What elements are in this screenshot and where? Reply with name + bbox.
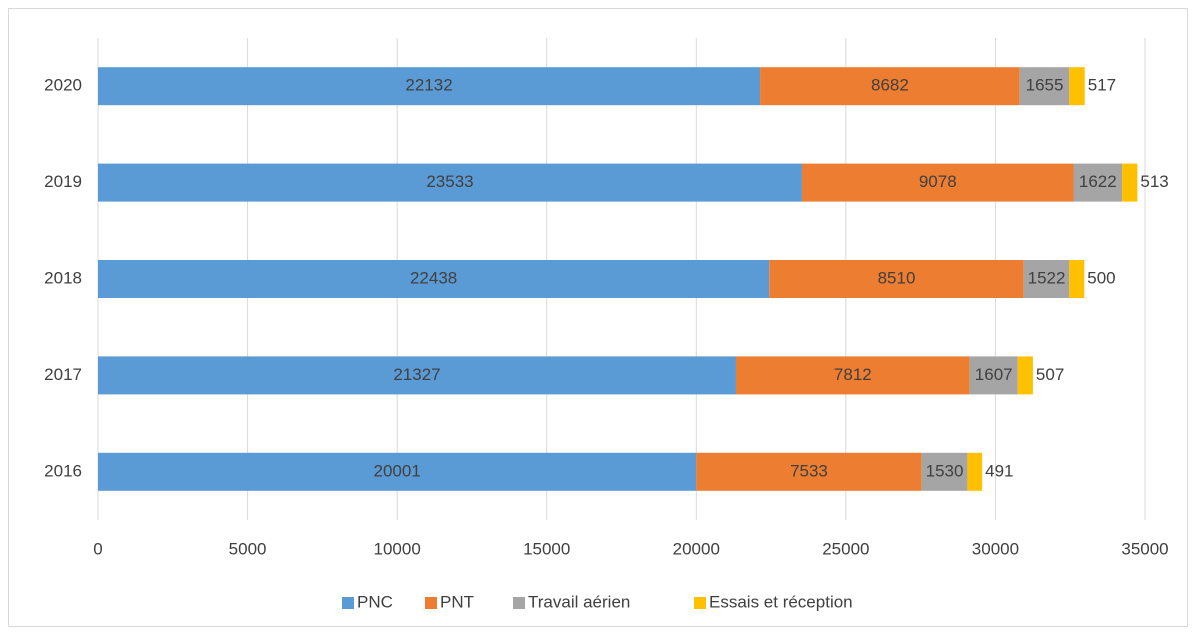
bar-segment <box>98 163 802 202</box>
data-label: 507 <box>1036 365 1064 384</box>
data-label: 1655 <box>1026 76 1064 95</box>
y-tick-label: 2018 <box>44 268 82 287</box>
legend-label: Essais et réception <box>709 592 853 611</box>
data-label: 1622 <box>1079 172 1117 191</box>
legend-swatch <box>342 597 354 609</box>
bar-segment <box>769 260 1024 298</box>
bar-segment <box>1023 260 1070 298</box>
bar-segment <box>98 356 736 395</box>
data-label: 22132 <box>405 76 452 95</box>
bar-segment <box>98 452 697 491</box>
legend-label: PNT <box>440 592 474 611</box>
data-label: 22438 <box>410 268 457 287</box>
data-label: 23533 <box>426 172 473 191</box>
y-tick-label: 2017 <box>44 365 82 384</box>
bar-segment <box>969 356 1018 395</box>
bar-segment <box>735 356 970 395</box>
bar-segment <box>967 452 983 491</box>
bar-segment <box>921 452 968 491</box>
data-label: 517 <box>1088 76 1116 95</box>
bar-segment <box>801 163 1074 202</box>
data-label: 7533 <box>790 461 828 480</box>
y-tick-label: 2019 <box>44 172 82 191</box>
bar-segment <box>1017 356 1033 395</box>
legend-swatch <box>513 597 525 609</box>
chart-border <box>8 8 1188 627</box>
data-label: 500 <box>1087 268 1115 287</box>
data-label: 8682 <box>871 76 909 95</box>
legend-swatch <box>425 597 437 609</box>
bar-segment <box>1069 67 1085 106</box>
data-label: 7812 <box>834 365 872 384</box>
x-tick-label: 25000 <box>822 539 869 558</box>
bar-segment <box>98 67 761 106</box>
bar-segment <box>1073 163 1123 202</box>
x-tick-label: 10000 <box>374 539 421 558</box>
bar-segment <box>1069 260 1085 298</box>
x-tick-label: 20000 <box>673 539 720 558</box>
x-tick-label: 15000 <box>523 539 570 558</box>
bar-segment <box>1122 163 1138 202</box>
data-label: 491 <box>985 461 1013 480</box>
x-tick-label: 0 <box>93 539 102 558</box>
legend-swatch <box>694 597 706 609</box>
data-label: 21327 <box>393 365 440 384</box>
legend-label: Travail aérien <box>528 592 630 611</box>
bar-segment <box>760 67 1020 106</box>
data-label: 1530 <box>926 461 964 480</box>
y-tick-label: 2020 <box>44 76 82 95</box>
data-label: 9078 <box>919 172 957 191</box>
data-label: 8510 <box>878 268 916 287</box>
bar-segment <box>1019 67 1070 106</box>
x-tick-label: 35000 <box>1121 539 1168 558</box>
data-label: 1522 <box>1028 268 1066 287</box>
legend-label: PNC <box>357 592 393 611</box>
data-label: 513 <box>1140 172 1168 191</box>
data-label: 20001 <box>374 461 421 480</box>
bar-segment <box>696 452 922 491</box>
data-label: 1607 <box>975 365 1013 384</box>
x-tick-label: 30000 <box>972 539 1019 558</box>
bar-segment <box>98 260 770 298</box>
y-tick-label: 2016 <box>44 461 82 480</box>
x-tick-label: 5000 <box>229 539 267 558</box>
